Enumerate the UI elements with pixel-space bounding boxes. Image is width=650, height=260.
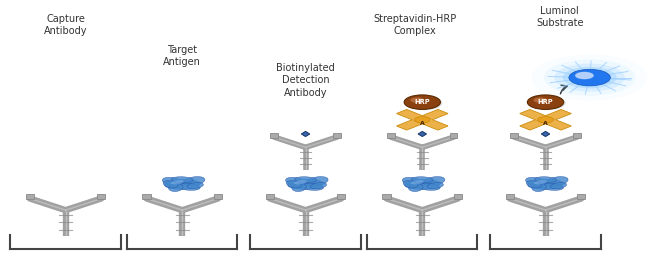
Ellipse shape: [301, 184, 323, 190]
Bar: [266, 194, 274, 199]
Text: A: A: [543, 121, 548, 126]
Ellipse shape: [170, 180, 184, 184]
Polygon shape: [418, 131, 426, 137]
Bar: [270, 133, 278, 138]
Polygon shape: [396, 109, 448, 130]
Bar: [25, 194, 34, 199]
Bar: [97, 194, 105, 199]
Ellipse shape: [526, 177, 546, 186]
Polygon shape: [520, 109, 571, 130]
Ellipse shape: [551, 183, 567, 189]
Ellipse shape: [294, 180, 307, 184]
Ellipse shape: [404, 179, 440, 189]
Circle shape: [410, 98, 424, 103]
Ellipse shape: [526, 181, 541, 188]
Ellipse shape: [168, 183, 183, 192]
Ellipse shape: [417, 184, 440, 190]
Bar: [337, 194, 345, 199]
Text: HRP: HRP: [538, 99, 553, 105]
Ellipse shape: [423, 177, 445, 186]
Ellipse shape: [306, 177, 328, 186]
Polygon shape: [541, 131, 550, 137]
Polygon shape: [396, 109, 448, 130]
Bar: [506, 194, 514, 199]
Polygon shape: [520, 109, 571, 130]
Ellipse shape: [534, 177, 556, 183]
Circle shape: [544, 59, 635, 96]
Text: Streptavidin-HRP
Complex: Streptavidin-HRP Complex: [373, 14, 456, 36]
Ellipse shape: [427, 183, 443, 189]
Bar: [142, 194, 151, 199]
Text: Capture
Antibody: Capture Antibody: [44, 14, 87, 36]
Bar: [510, 133, 518, 138]
Polygon shape: [520, 109, 571, 130]
Ellipse shape: [187, 183, 203, 189]
Circle shape: [538, 117, 553, 123]
Text: Biotinylated
Detection
Antibody: Biotinylated Detection Antibody: [276, 63, 335, 98]
Ellipse shape: [172, 177, 193, 183]
Ellipse shape: [403, 181, 418, 188]
Ellipse shape: [164, 179, 200, 189]
Ellipse shape: [285, 177, 306, 186]
Ellipse shape: [287, 181, 302, 188]
Circle shape: [415, 117, 430, 123]
Circle shape: [569, 69, 610, 86]
Ellipse shape: [311, 183, 326, 189]
Ellipse shape: [402, 177, 423, 186]
Ellipse shape: [163, 181, 178, 188]
Ellipse shape: [411, 177, 433, 183]
Circle shape: [554, 63, 625, 92]
Bar: [573, 133, 580, 138]
Polygon shape: [520, 109, 571, 130]
Circle shape: [527, 95, 564, 109]
Ellipse shape: [411, 180, 424, 184]
Ellipse shape: [288, 179, 323, 189]
Circle shape: [534, 98, 547, 103]
Text: HRP: HRP: [415, 99, 430, 105]
Ellipse shape: [528, 179, 563, 189]
Bar: [382, 194, 391, 199]
Circle shape: [529, 96, 566, 110]
Circle shape: [404, 95, 441, 109]
Ellipse shape: [534, 180, 547, 184]
Bar: [387, 133, 395, 138]
Ellipse shape: [292, 183, 306, 192]
Bar: [333, 133, 341, 138]
Bar: [214, 194, 222, 199]
Polygon shape: [396, 109, 448, 130]
Bar: [450, 133, 458, 138]
Ellipse shape: [294, 177, 317, 183]
Ellipse shape: [541, 184, 564, 190]
Ellipse shape: [183, 177, 205, 186]
Circle shape: [575, 72, 594, 79]
Polygon shape: [396, 109, 448, 130]
Text: Luminol
Substrate: Luminol Substrate: [536, 6, 584, 28]
Text: Target
Antigen: Target Antigen: [163, 45, 202, 67]
Text: A: A: [420, 121, 424, 126]
Circle shape: [532, 54, 648, 101]
Polygon shape: [302, 131, 310, 137]
Ellipse shape: [409, 183, 423, 192]
Ellipse shape: [532, 183, 546, 192]
Ellipse shape: [547, 177, 568, 186]
Ellipse shape: [162, 177, 183, 186]
Bar: [577, 194, 586, 199]
Ellipse shape: [177, 184, 200, 190]
Circle shape: [563, 67, 617, 88]
Bar: [454, 194, 462, 199]
Circle shape: [406, 96, 443, 110]
